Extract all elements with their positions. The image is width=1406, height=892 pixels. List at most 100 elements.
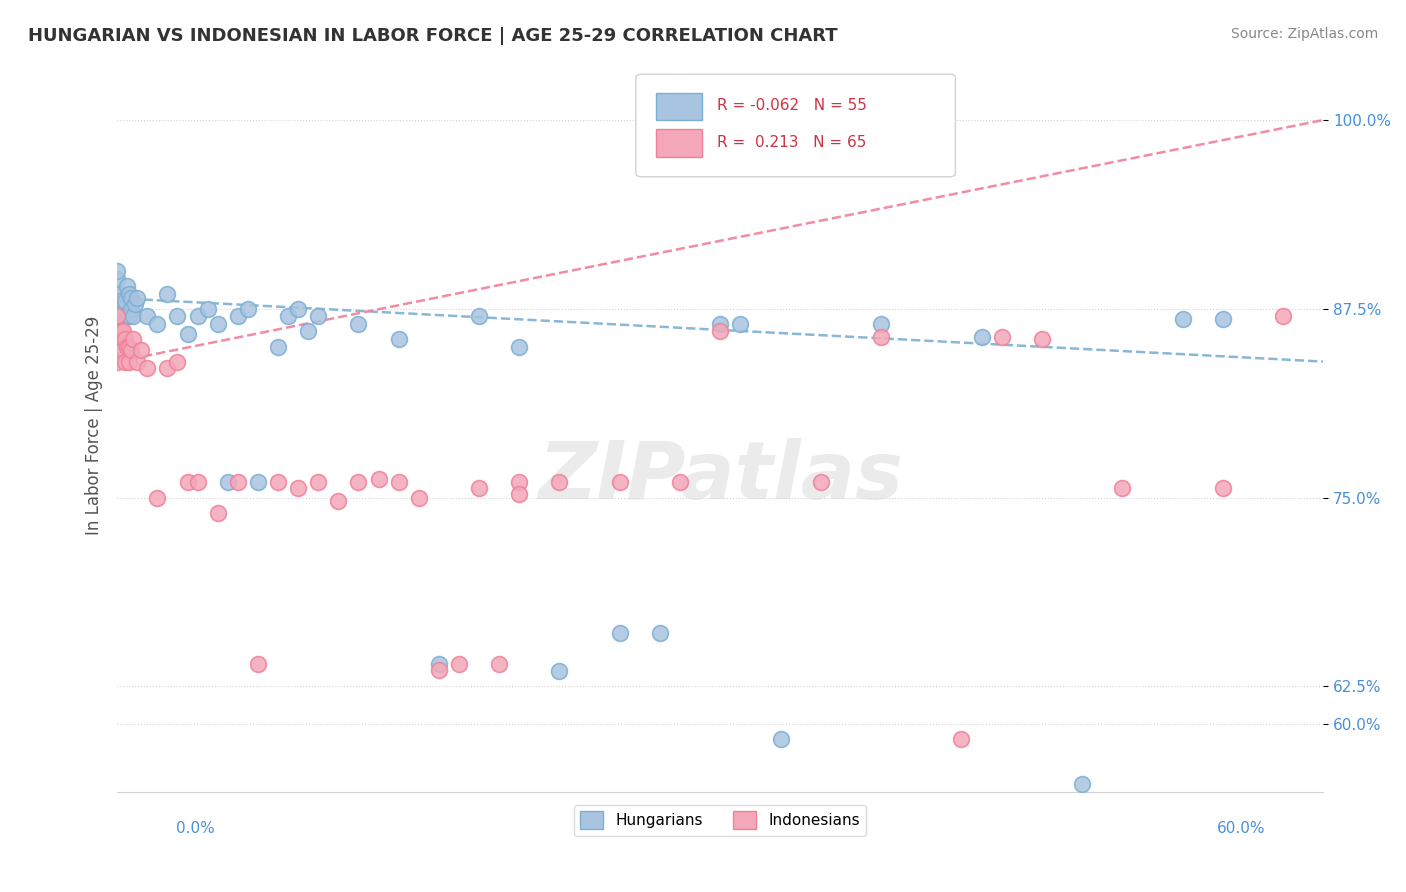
Point — [120, 291, 142, 305]
Point — [120, 343, 142, 357]
Point — [136, 310, 159, 324]
Point — [508, 475, 530, 490]
Point — [267, 475, 290, 490]
Point — [328, 493, 350, 508]
Point — [347, 475, 370, 490]
Point — [468, 310, 491, 324]
Point — [709, 317, 731, 331]
Bar — [657, 129, 702, 157]
Point — [110, 301, 132, 316]
Point — [127, 354, 149, 368]
Point — [870, 317, 893, 331]
Point — [1212, 482, 1234, 496]
Point — [187, 310, 209, 324]
Point — [990, 330, 1012, 344]
Point — [970, 330, 993, 344]
Point — [307, 310, 329, 324]
Point — [105, 332, 128, 346]
Point — [508, 339, 530, 353]
Point — [408, 491, 430, 505]
Point — [427, 663, 450, 677]
Point — [246, 475, 269, 490]
Point — [105, 310, 128, 324]
Point — [176, 475, 198, 490]
Point — [112, 310, 135, 324]
Point — [105, 343, 128, 357]
Point — [105, 271, 128, 285]
Point — [105, 264, 128, 278]
Point — [105, 321, 128, 335]
Text: 60.0%: 60.0% — [1218, 821, 1265, 836]
Point — [110, 325, 132, 339]
Point — [508, 487, 530, 501]
Point — [127, 291, 149, 305]
Point — [105, 310, 128, 324]
Point — [124, 297, 146, 311]
Point — [297, 325, 319, 339]
Point — [207, 506, 229, 520]
Point — [108, 332, 131, 346]
Point — [120, 301, 142, 316]
Point — [115, 339, 138, 353]
Point — [427, 657, 450, 671]
Point — [122, 310, 145, 324]
Text: Source: ZipAtlas.com: Source: ZipAtlas.com — [1230, 27, 1378, 41]
Point — [114, 301, 136, 316]
Point — [176, 327, 198, 342]
Point — [1071, 777, 1094, 791]
Point — [118, 339, 141, 353]
Point — [115, 310, 138, 324]
Point — [709, 325, 731, 339]
Point — [488, 657, 510, 671]
Point — [246, 657, 269, 671]
Point — [287, 482, 309, 496]
Point — [226, 475, 249, 490]
Y-axis label: In Labor Force | Age 25-29: In Labor Force | Age 25-29 — [86, 316, 103, 535]
Point — [609, 626, 631, 640]
Point — [1212, 312, 1234, 326]
Point — [105, 286, 128, 301]
Point — [388, 332, 411, 346]
FancyBboxPatch shape — [636, 74, 956, 177]
Point — [548, 475, 571, 490]
Point — [136, 360, 159, 375]
Point — [166, 354, 188, 368]
Point — [108, 325, 131, 339]
Point — [950, 732, 973, 747]
Point — [1171, 312, 1194, 326]
Point — [307, 475, 329, 490]
Point — [669, 475, 692, 490]
Point — [1272, 310, 1295, 324]
Point — [217, 475, 239, 490]
Point — [197, 301, 219, 316]
Point — [267, 339, 290, 353]
Point — [146, 491, 169, 505]
Point — [1031, 332, 1053, 346]
Point — [1111, 482, 1133, 496]
Point — [588, 883, 610, 892]
Point — [110, 294, 132, 309]
Point — [388, 475, 411, 490]
Point — [146, 317, 169, 331]
Point — [112, 332, 135, 346]
Bar — [657, 93, 702, 120]
Point — [118, 354, 141, 368]
Point — [166, 310, 188, 324]
Point — [648, 626, 671, 640]
Point — [122, 332, 145, 346]
Point — [810, 475, 832, 490]
Text: R = -0.062   N = 55: R = -0.062 N = 55 — [717, 98, 866, 113]
Point — [156, 360, 179, 375]
Point — [114, 294, 136, 309]
Point — [870, 330, 893, 344]
Text: R =  0.213   N = 65: R = 0.213 N = 65 — [717, 135, 866, 150]
Point — [226, 310, 249, 324]
Point — [131, 343, 153, 357]
Point — [769, 732, 792, 747]
Text: 0.0%: 0.0% — [176, 821, 215, 836]
Point — [367, 472, 389, 486]
Point — [187, 475, 209, 490]
Point — [236, 301, 259, 316]
Point — [207, 317, 229, 331]
Point — [347, 317, 370, 331]
